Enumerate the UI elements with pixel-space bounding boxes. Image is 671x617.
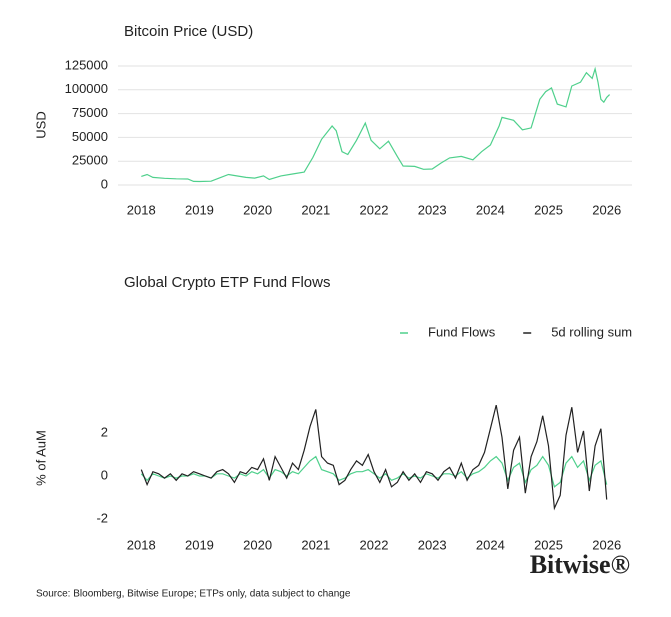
y-tick-label: 0 bbox=[101, 176, 108, 191]
y-tick-label: 125000 bbox=[65, 57, 108, 72]
logo: Bitwise® bbox=[530, 550, 630, 579]
x-tick-label: 2018 bbox=[127, 202, 156, 217]
data-line bbox=[140, 404, 608, 511]
y-tick-label: -2 bbox=[96, 510, 108, 525]
chart-title: Global Crypto ETP Fund Flows bbox=[124, 274, 330, 291]
y-axis-label: % of AuM bbox=[33, 430, 48, 486]
x-tick-label: 2021 bbox=[301, 537, 330, 552]
x-tick-label: 2023 bbox=[418, 537, 447, 552]
x-tick-label: 2025 bbox=[534, 537, 563, 552]
x-tick-label: 2025 bbox=[534, 202, 563, 217]
chart-title: Bitcoin Price (USD) bbox=[124, 23, 253, 40]
x-tick-label: 2024 bbox=[476, 202, 505, 217]
data-line bbox=[141, 66, 611, 183]
legend-label: Fund Flows bbox=[428, 324, 496, 339]
x-tick-label: 2018 bbox=[127, 537, 156, 552]
x-tick-label: 2019 bbox=[185, 202, 214, 217]
legend-label: 5d rolling sum bbox=[551, 324, 632, 339]
y-tick-label: 50000 bbox=[72, 129, 108, 144]
y-tick-label: 0 bbox=[101, 467, 108, 482]
x-tick-label: 2020 bbox=[243, 537, 272, 552]
x-tick-label: 2019 bbox=[185, 537, 214, 552]
x-tick-label: 2021 bbox=[301, 202, 330, 217]
y-tick-label: 100000 bbox=[65, 81, 108, 96]
y-tick-label: 25000 bbox=[72, 153, 108, 168]
data-line bbox=[140, 455, 608, 488]
x-tick-label: 2020 bbox=[243, 202, 272, 217]
x-tick-label: 2023 bbox=[418, 202, 447, 217]
y-tick-label: 75000 bbox=[72, 105, 108, 120]
x-tick-label: 2026 bbox=[592, 202, 621, 217]
x-tick-label: 2022 bbox=[360, 202, 389, 217]
x-tick-label: 2024 bbox=[476, 537, 505, 552]
x-tick-label: 2026 bbox=[592, 537, 621, 552]
y-tick-label: 2 bbox=[101, 424, 108, 439]
source-note: Source: Bloomberg, Bitwise Europe; ETPs … bbox=[36, 589, 351, 600]
x-tick-label: 2022 bbox=[360, 537, 389, 552]
y-axis-label: USD bbox=[33, 111, 48, 138]
